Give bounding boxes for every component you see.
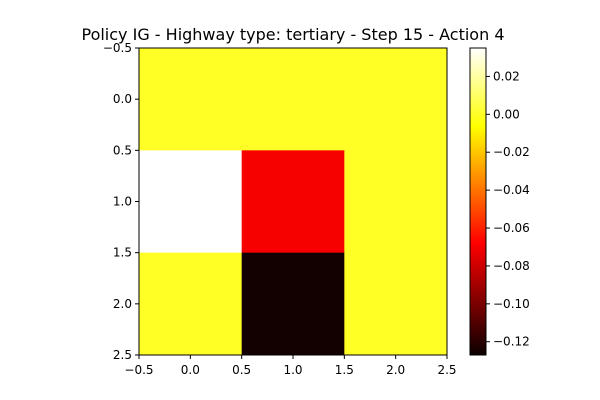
- colorbar-tick-label: 0.02: [493, 69, 520, 83]
- y-tick-label: 0.0: [113, 92, 132, 106]
- y-tick-label: 2.5: [113, 348, 132, 362]
- chart-title: Policy IG - Highway type: tertiary - Ste…: [81, 25, 504, 44]
- x-tick-label: 1.5: [335, 363, 354, 377]
- x-tick-label: 2.0: [386, 363, 405, 377]
- heatmap-cell: [241, 150, 345, 254]
- heatmap-cell: [241, 48, 345, 151]
- y-tick-label: 2.0: [113, 297, 132, 311]
- x-tick-label: 0.0: [181, 363, 200, 377]
- y-axis: −0.5 0.0 0.5 1.0 1.5 2.0 2.5: [103, 41, 139, 362]
- colorbar-tick-label: −0.04: [493, 183, 530, 197]
- heatmap-cells: [139, 48, 448, 356]
- x-tick-label: −0.5: [124, 363, 153, 377]
- colorbar-tick-label: −0.06: [493, 221, 530, 235]
- heatmap-cell: [139, 48, 243, 151]
- colorbar: [469, 47, 487, 356]
- colorbar-tick-label: −0.02: [493, 145, 530, 159]
- x-tick-label: 1.0: [283, 363, 302, 377]
- heatmap-cell: [139, 252, 243, 356]
- heatmap-cell: [241, 252, 345, 356]
- y-tick-label: −0.5: [103, 41, 132, 55]
- colorbar-axis: 0.02 0.00 −0.02 −0.04 −0.06 −0.08 −0.10 −0.12: [486, 69, 530, 349]
- y-tick-label: 1.0: [113, 195, 132, 209]
- colorbar-tick-label: −0.10: [493, 297, 530, 311]
- heatmap-cell: [344, 48, 448, 151]
- heatmap-cell: [344, 150, 448, 254]
- x-tick-label: 0.5: [232, 363, 251, 377]
- colorbar-tick-label: 0.00: [493, 107, 520, 121]
- y-tick-label: 0.5: [113, 143, 132, 157]
- colorbar-tick-label: −0.12: [493, 335, 530, 349]
- heatmap-cell: [139, 150, 243, 254]
- y-tick-label: 1.5: [113, 246, 132, 260]
- x-tick-label: 2.5: [437, 363, 456, 377]
- colorbar-tick-label: −0.08: [493, 259, 530, 273]
- heatmap-cell: [344, 252, 448, 356]
- x-axis: −0.5 0.0 0.5 1.0 1.5 2.0 2.5: [124, 355, 457, 377]
